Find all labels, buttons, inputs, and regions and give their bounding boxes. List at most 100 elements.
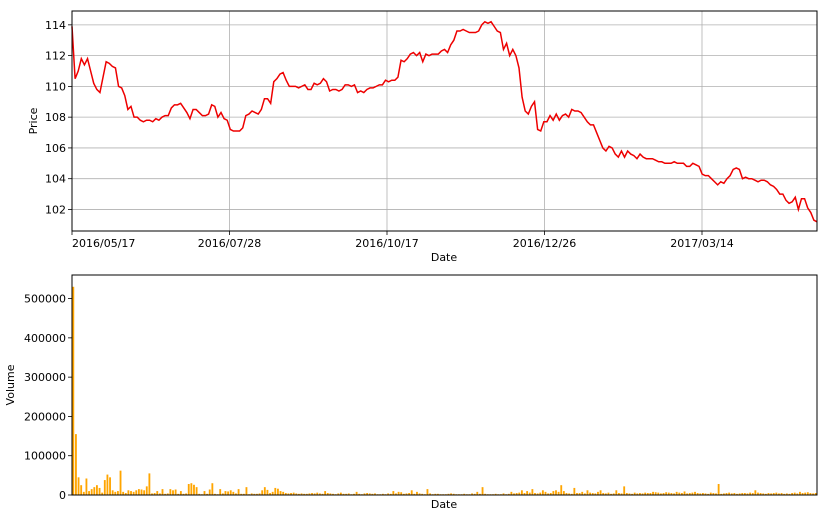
volume-bar bbox=[463, 493, 466, 495]
volume-bar bbox=[749, 492, 752, 495]
volume-bar bbox=[607, 492, 610, 495]
volume-bar bbox=[98, 487, 101, 495]
volume-bar bbox=[211, 483, 214, 495]
volume-bar bbox=[190, 483, 193, 495]
volume-bar bbox=[518, 492, 521, 495]
volume-bar bbox=[791, 493, 793, 495]
volume-bar bbox=[271, 491, 274, 495]
volume-bar bbox=[321, 493, 324, 495]
volume-bar bbox=[615, 490, 618, 495]
volume-bar bbox=[804, 492, 807, 495]
volume-bar bbox=[256, 493, 258, 495]
volume-bar bbox=[358, 493, 361, 495]
volume-bar bbox=[103, 480, 106, 495]
volume-bar bbox=[583, 493, 586, 495]
volume-bar bbox=[712, 493, 715, 495]
volume-bar bbox=[274, 487, 277, 495]
volume-bar bbox=[809, 493, 812, 495]
volume-bar bbox=[303, 493, 306, 495]
volume-bar bbox=[392, 491, 395, 495]
volume-bar bbox=[127, 490, 130, 495]
volume-bar bbox=[759, 493, 762, 495]
volume-bar bbox=[324, 491, 327, 495]
volume-bar bbox=[733, 493, 736, 495]
volume-bar bbox=[555, 490, 557, 495]
volume-bar bbox=[258, 493, 261, 495]
price-x-tick-label: 2017/03/14 bbox=[670, 237, 733, 250]
volume-bar bbox=[332, 493, 334, 495]
price-y-tick-label: 114 bbox=[45, 19, 66, 32]
volume-bar bbox=[696, 493, 699, 495]
volume-bar bbox=[741, 493, 744, 495]
price-x-axis-label: Date bbox=[431, 251, 458, 264]
volume-bar bbox=[193, 484, 195, 495]
volume-bar bbox=[96, 485, 98, 495]
volume-bar bbox=[308, 493, 311, 495]
volume-bar bbox=[282, 491, 285, 495]
volume-bar bbox=[245, 487, 248, 495]
volume-bar bbox=[473, 493, 476, 495]
volume-y-tick-label: 200000 bbox=[24, 410, 66, 423]
volume-bar bbox=[814, 493, 817, 495]
volume-bar bbox=[680, 493, 683, 495]
volume-bar bbox=[405, 493, 408, 495]
volume-bar bbox=[119, 470, 122, 495]
volume-bar bbox=[148, 473, 151, 495]
volume-bar bbox=[743, 493, 746, 495]
volume-bar bbox=[581, 491, 584, 495]
volume-bar bbox=[232, 491, 235, 495]
volume-bar bbox=[426, 489, 429, 495]
volume-bar bbox=[450, 493, 452, 495]
volume-bar bbox=[562, 491, 565, 495]
volume-bar bbox=[164, 493, 167, 495]
volume-bar bbox=[502, 493, 505, 495]
volume-bar bbox=[329, 493, 332, 495]
volume-bar bbox=[237, 489, 240, 495]
volume-bar bbox=[754, 490, 757, 495]
volume-bar bbox=[780, 493, 783, 495]
volume-bar bbox=[618, 493, 620, 495]
volume-bar bbox=[292, 492, 295, 495]
volume-bar bbox=[594, 493, 597, 495]
volume-bar bbox=[214, 493, 216, 495]
volume-bar bbox=[662, 493, 665, 495]
volume-bar bbox=[641, 493, 644, 495]
volume-bar bbox=[240, 493, 243, 495]
price-x-tick-label: 2016/10/17 bbox=[355, 237, 418, 250]
volume-bar bbox=[812, 493, 814, 495]
volume-bar bbox=[227, 491, 229, 495]
volume-bar bbox=[715, 493, 717, 495]
volume-bar bbox=[305, 493, 308, 495]
volume-bar bbox=[670, 493, 673, 495]
volume-bar bbox=[206, 493, 209, 495]
volume-bar bbox=[106, 474, 109, 495]
volume-bar bbox=[578, 493, 581, 495]
volume-bar bbox=[368, 493, 371, 495]
volume-bar bbox=[649, 493, 652, 495]
volume-bar bbox=[788, 493, 791, 495]
price-y-axis-label: Price bbox=[27, 107, 40, 134]
volume-bar bbox=[722, 493, 725, 495]
volume-bar bbox=[547, 493, 550, 495]
volume-bar bbox=[699, 493, 702, 495]
volume-bar bbox=[198, 493, 201, 495]
volume-bar bbox=[620, 493, 623, 495]
volume-bar bbox=[691, 492, 694, 495]
volume-y-tick-label: 400000 bbox=[24, 332, 66, 345]
volume-bar bbox=[806, 492, 809, 495]
price-grid bbox=[72, 11, 817, 231]
volume-y-tick-label: 100000 bbox=[24, 450, 66, 463]
volume-bar bbox=[151, 493, 153, 495]
volume-bar bbox=[169, 489, 172, 495]
volume-bar bbox=[93, 487, 96, 495]
volume-bar bbox=[452, 493, 455, 495]
volume-bar bbox=[785, 493, 788, 495]
volume-bar bbox=[534, 493, 536, 495]
volume-bar bbox=[263, 487, 266, 495]
volume-bar bbox=[397, 491, 400, 495]
volume-bar bbox=[145, 486, 148, 495]
volume-bar bbox=[277, 488, 279, 495]
volume-bar bbox=[707, 493, 710, 495]
volume-bar bbox=[88, 491, 90, 495]
volume-bar bbox=[628, 493, 631, 495]
